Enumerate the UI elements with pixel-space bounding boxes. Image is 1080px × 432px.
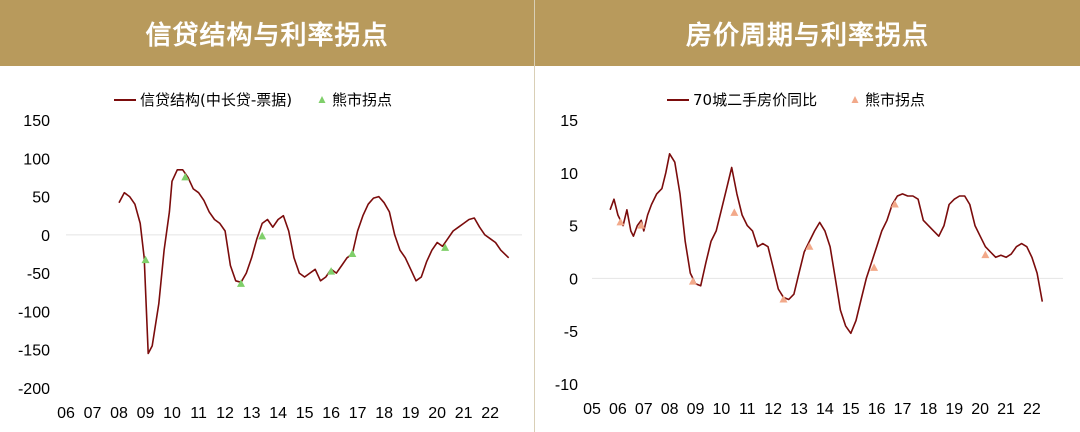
y-tick-label: -200 <box>18 381 50 398</box>
bear-market-marker <box>441 243 450 251</box>
legend-marker-label: 熊市拐点 <box>332 91 392 109</box>
x-tick-label: 17 <box>349 405 367 422</box>
legend-marker-swatch <box>851 96 859 103</box>
legend-line-label: 70城二手房价同比 <box>693 91 817 109</box>
legend-line-label: 信贷结构(中长贷-票据) <box>140 91 292 109</box>
credit-structure-chart: 150 100 50 0 -50 -100 -150 -200 06 07 08 09 10 11 12 13… <box>18 91 522 422</box>
right-chart-title: 房价周期与利率拐点 <box>535 0 1080 66</box>
panel-divider <box>534 0 535 432</box>
bear-market-marker <box>616 217 625 226</box>
y-tick-label: 15 <box>560 113 578 130</box>
bear-market-marker <box>258 231 267 240</box>
y-tick-label: -10 <box>555 377 578 394</box>
x-tick-label: 07 <box>635 401 653 418</box>
bear-market-marker <box>327 267 336 275</box>
bear-market-marker <box>141 255 150 264</box>
legend-marker-label: 熊市拐点 <box>865 91 925 109</box>
y-tick-label: 100 <box>23 151 50 168</box>
y-tick-label: -50 <box>27 266 50 283</box>
x-tick-label: 14 <box>816 401 834 418</box>
y-tick-label: -5 <box>564 324 578 341</box>
x-tick-label: 17 <box>894 401 912 418</box>
x-tick-label: 19 <box>945 401 963 418</box>
x-tick-label: 20 <box>428 405 446 422</box>
y-tick-label: 0 <box>41 228 50 245</box>
x-tick-label: 13 <box>790 401 808 418</box>
y-tick-label: 10 <box>560 166 578 183</box>
y-tick-label: 0 <box>569 271 578 288</box>
x-tick-label: 12 <box>216 405 234 422</box>
x-tick-label: 10 <box>712 401 730 418</box>
bear-market-marker <box>779 295 788 303</box>
y-tick-label: -150 <box>18 343 50 360</box>
x-tick-label: 06 <box>57 405 75 422</box>
bear-market-marker <box>981 250 990 259</box>
x-tick-label: 15 <box>296 405 314 422</box>
x-tick-label: 08 <box>110 405 128 422</box>
y-tick-label: 50 <box>32 190 50 207</box>
bear-market-marker <box>181 172 190 181</box>
house-price-panel: 房价周期与利率拐点 15 10 5 0 -5 -10 05 06 07 08 09 10 11 12 13 1… <box>535 0 1080 432</box>
x-tick-label: 16 <box>322 405 340 422</box>
bear-market-marker <box>805 242 814 250</box>
x-tick-label: 22 <box>481 405 499 422</box>
x-tick-label: 11 <box>190 405 207 422</box>
x-tick-label: 06 <box>609 401 627 418</box>
credit-structure-panel: 信贷结构与利率拐点 150 100 50 0 -50 -100 -150 -200 06 07 08… <box>0 0 534 432</box>
x-tick-label: 14 <box>269 405 287 422</box>
series-line <box>118 169 510 355</box>
bear-market-marker <box>637 221 646 229</box>
x-tick-label: 09 <box>687 401 705 418</box>
bear-market-marker <box>730 208 739 216</box>
x-tick-label: 13 <box>243 405 261 422</box>
x-tick-label: 18 <box>920 401 938 418</box>
x-tick-label: 15 <box>842 401 860 418</box>
x-tick-label: 11 <box>739 401 756 418</box>
x-tick-label: 21 <box>997 401 1015 418</box>
x-tick-label: 21 <box>455 405 473 422</box>
series-line <box>609 153 1044 335</box>
x-tick-label: 18 <box>375 405 393 422</box>
y-tick-label: 5 <box>569 219 578 236</box>
bear-market-marker <box>870 263 879 271</box>
x-tick-label: 22 <box>1023 401 1041 418</box>
legend-marker-swatch <box>318 96 326 103</box>
x-tick-label: 09 <box>137 405 155 422</box>
house-price-chart: 15 10 5 0 -5 -10 05 06 07 08 09 10 11 12 13 14 15 16 17 18 1… <box>555 91 1063 418</box>
x-tick-label: 16 <box>868 401 886 418</box>
x-tick-label: 07 <box>84 405 102 422</box>
bear-market-marker <box>348 249 357 257</box>
x-tick-label: 08 <box>661 401 679 418</box>
x-tick-label: 20 <box>971 401 989 418</box>
x-tick-label: 19 <box>402 405 420 422</box>
x-tick-label: 05 <box>583 401 601 418</box>
x-tick-label: 12 <box>764 401 782 418</box>
bear-market-marker <box>688 277 697 285</box>
bear-market-marker <box>890 199 899 208</box>
bear-market-marker <box>236 279 245 287</box>
left-chart-title: 信贷结构与利率拐点 <box>0 0 534 66</box>
y-tick-label: 150 <box>23 113 50 130</box>
x-tick-label: 10 <box>163 405 181 422</box>
y-tick-label: -100 <box>18 304 50 321</box>
